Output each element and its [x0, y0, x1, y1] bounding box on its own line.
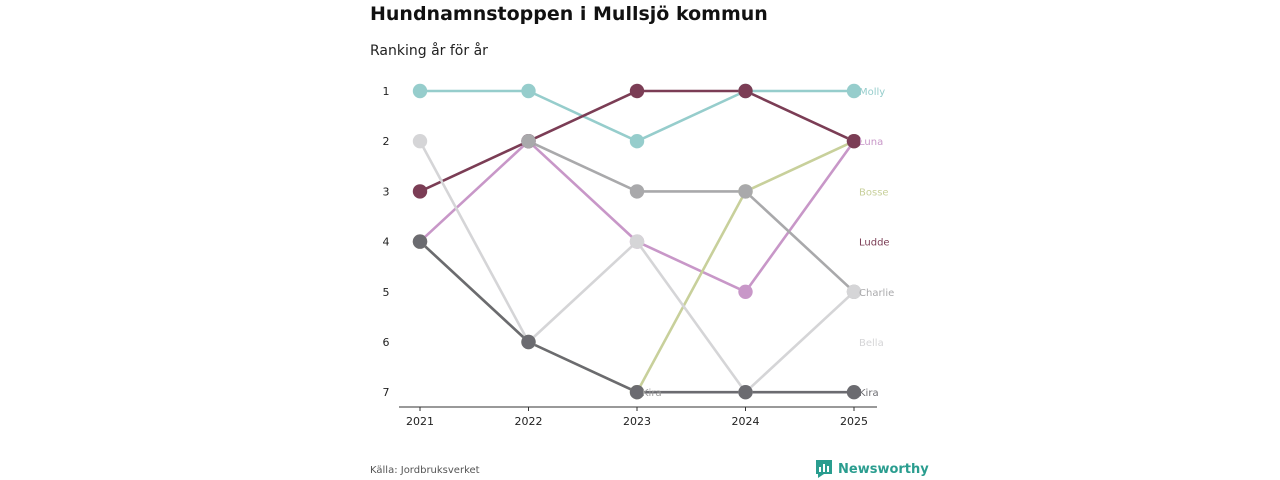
series-label-molly: Molly: [859, 87, 885, 98]
point-kira-2022: [521, 334, 536, 350]
point-charlie-2023: [629, 184, 645, 199]
point-luna-2024: [738, 284, 753, 299]
y-tick-label: 5: [383, 286, 390, 299]
x-tick-label: 2025: [840, 415, 868, 428]
y-tick-label: 6: [383, 336, 390, 349]
point-molly-2023: [629, 134, 645, 149]
x-tick-label: 2021: [406, 415, 434, 428]
x-tick-label: 2022: [515, 415, 543, 428]
brand-logo: Newsworthy: [816, 460, 929, 478]
series-line-luna: [418, 139, 856, 294]
series-label-luna: Luna: [859, 137, 883, 148]
point-ludde-2025: [846, 134, 862, 149]
source-note: Källa: Jordbruksverket: [370, 465, 480, 476]
point-charlie-2022: [521, 134, 536, 149]
point-charlie-2024: [738, 184, 753, 199]
point-ludde-2021: [412, 184, 428, 199]
point-molly-2022: [521, 83, 536, 99]
point-kira-2021: [412, 234, 428, 249]
x-tick-label: 2024: [732, 415, 760, 428]
series-label-bosse: Bosse: [859, 187, 889, 198]
point-kira-2024: [738, 385, 753, 400]
point-molly-2025: [846, 83, 862, 99]
point-kira-2025: [846, 385, 862, 400]
bar-chart-icon: [816, 460, 832, 478]
series-label-charlie: Charlie: [859, 288, 894, 299]
y-tick-label: 2: [383, 135, 390, 148]
point-kira-2023: [629, 385, 645, 400]
x-tick-label: 2023: [623, 415, 651, 428]
series-label-kira: Kira: [859, 388, 879, 399]
point-ludde-2024: [738, 83, 753, 99]
chart-subtitle: Ranking år för år: [370, 43, 488, 59]
series-points: [412, 83, 862, 400]
point-ludde-2023: [629, 83, 645, 99]
point-bella-2023: [629, 234, 645, 249]
chart-title: Hundnamnstoppen i Mullsjö kommun: [370, 3, 768, 25]
series-line-bella: [418, 139, 856, 394]
y-tick-label: 3: [383, 185, 390, 198]
series-label-ludde: Ludde: [859, 238, 890, 249]
series-labels: Kira Molly Luna Bosse Ludde Charlie Bella Kira: [642, 87, 894, 399]
series-line-molly: [418, 89, 856, 143]
axes: 1 2 3 4 5 6 7 2021 2022 2023 2024 2025: [383, 85, 877, 428]
annotation-label: Kira: [642, 388, 662, 399]
point-bella-2021: [412, 134, 428, 149]
point-molly-2021: [412, 83, 428, 99]
series-line-charlie: [527, 139, 856, 294]
y-tick-label: 4: [383, 236, 390, 249]
y-tick-label: 1: [383, 85, 390, 98]
point-bella-2025: [846, 284, 862, 299]
series-line-bosse: [418, 139, 856, 394]
brand-name: Newsworthy: [838, 461, 929, 477]
y-tick-label: 7: [383, 386, 390, 399]
series-label-bella: Bella: [859, 338, 884, 349]
